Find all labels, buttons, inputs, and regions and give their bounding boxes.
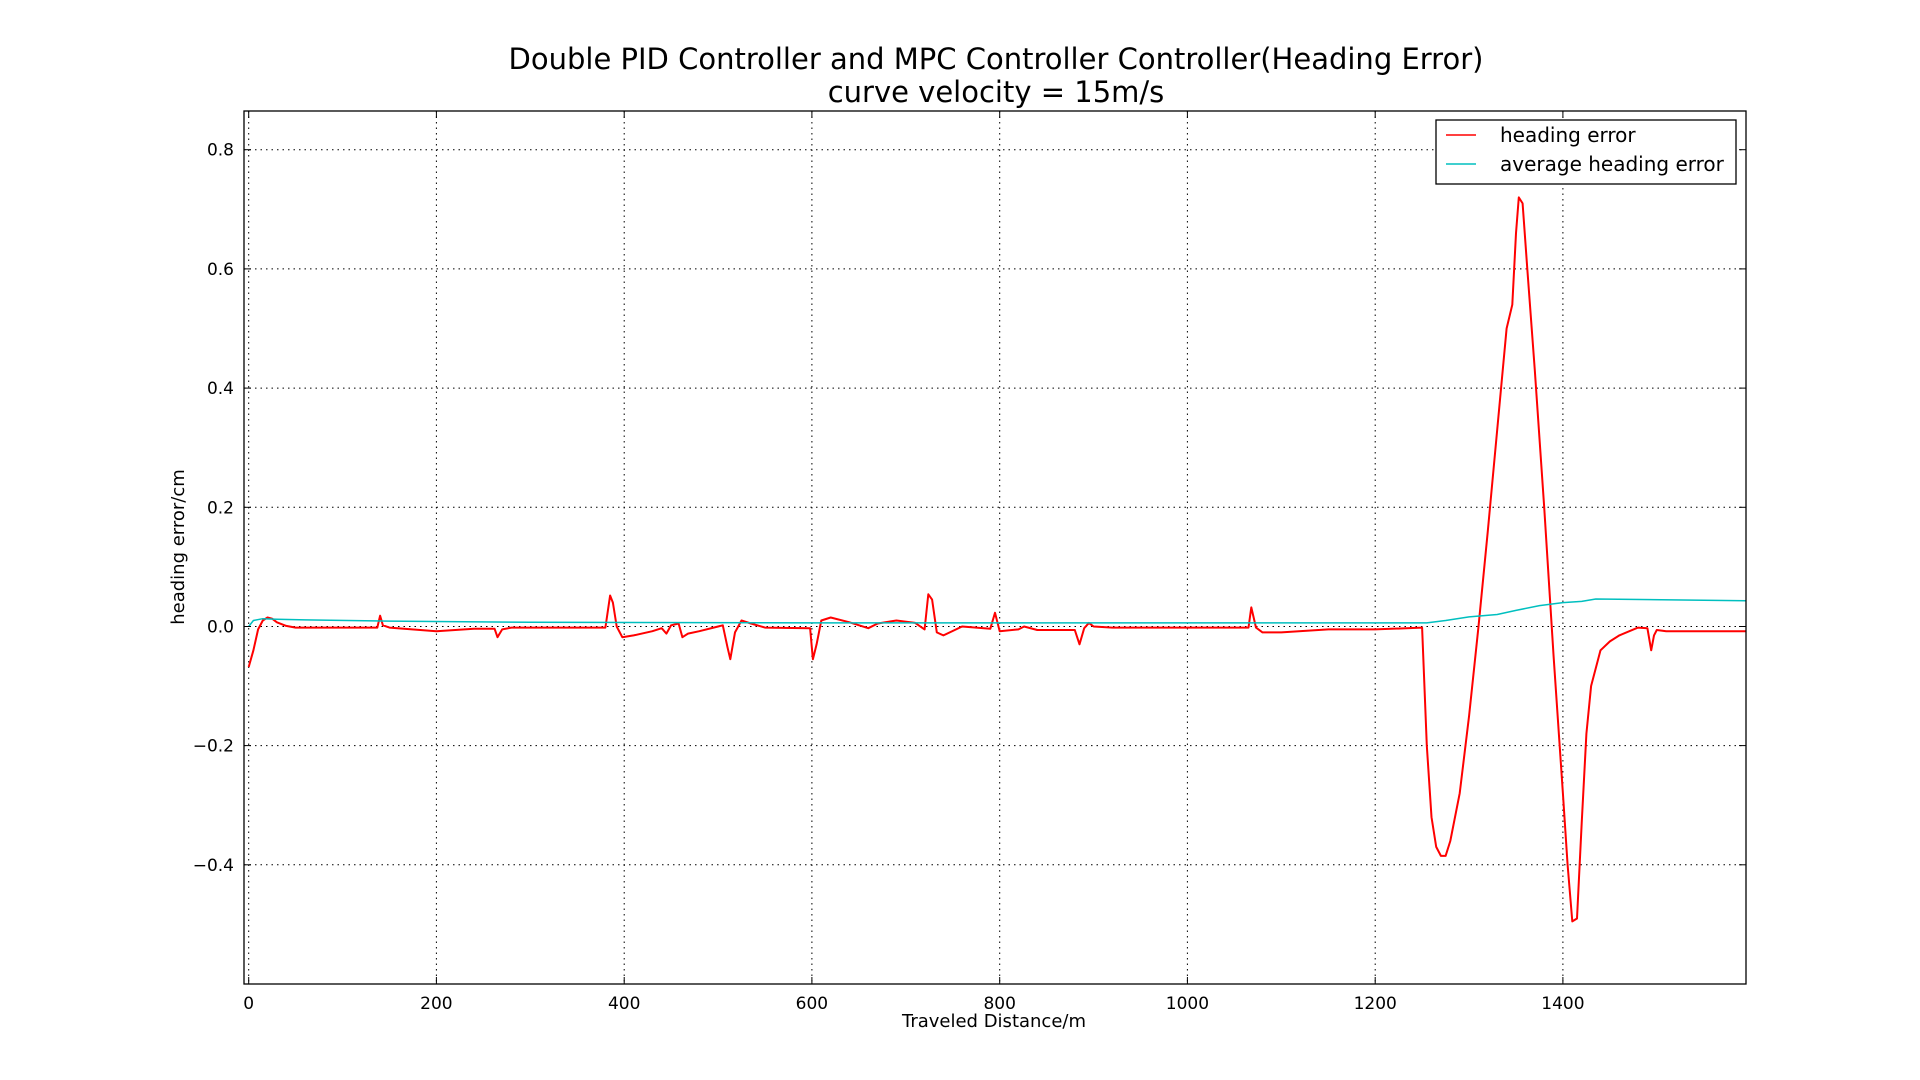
y-tick-label: 0.2 [207,498,234,518]
chart-title: Double PID Controller and MPC Controller… [509,42,1484,76]
x-tick-label: 400 [608,994,640,1014]
x-tick-label: 1000 [1166,994,1209,1014]
x-tick-label: 800 [983,994,1015,1014]
x-tick-label: 200 [420,994,452,1014]
grid [244,111,1746,984]
series-line-heading-error [247,196,1746,923]
x-tick-label: 1400 [1541,994,1584,1014]
legend-label-heading-error: heading error [1500,123,1636,147]
y-tick-label: −0.4 [193,856,234,876]
x-axis-label: Traveled Distance/m [901,1011,1086,1032]
chart-subtitle: curve velocity = 15m/s [828,75,1165,109]
ticks: 0 200 400 600 800 1000 1200 1400 −0.4 −0.2 0.0 0.2 0… [193,111,1746,1014]
y-tick-label: 0.6 [207,260,234,280]
plot-area [244,111,1746,984]
y-tick-label: 0.4 [207,379,234,399]
x-tick-label: 1200 [1354,994,1397,1014]
y-tick-label: −0.2 [193,737,234,757]
legend-label-average-heading-error: average heading error [1500,152,1725,176]
series-layer [247,196,1746,923]
x-tick-label: 0 [243,994,254,1014]
y-tick-label: 0.8 [207,141,234,161]
legend: heading error average heading error [1435,119,1737,185]
series-line-average-heading-error [248,598,1746,627]
x-tick-label: 600 [796,994,828,1014]
legend-frame [1435,119,1737,185]
plot-frame [243,110,1747,985]
y-axis-label: heading error/cm [168,469,189,625]
y-tick-label: 0.0 [207,618,234,638]
